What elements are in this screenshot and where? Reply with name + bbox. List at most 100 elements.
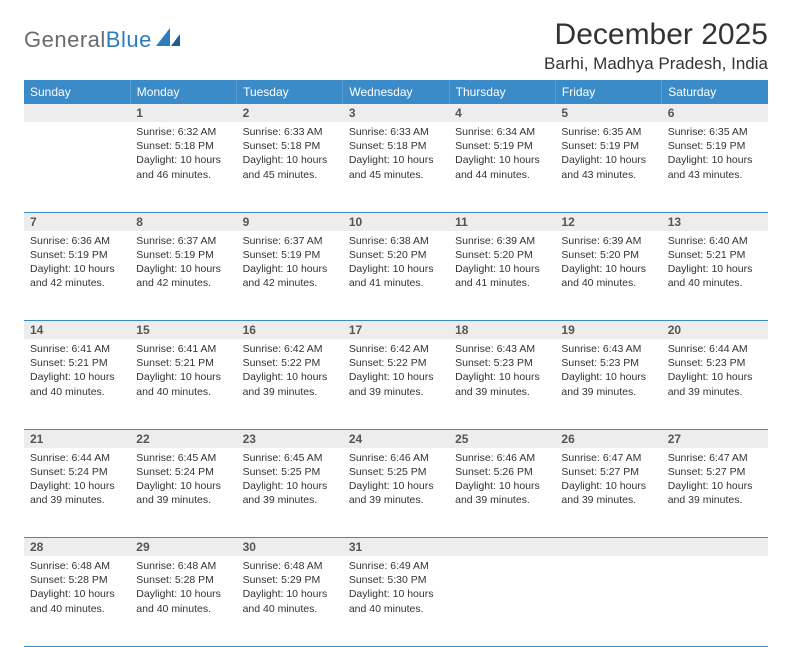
day-details: Sunrise: 6:46 AMSunset: 5:25 PMDaylight:… (343, 448, 449, 514)
sunset-value: 5:24 PM (69, 466, 108, 478)
sunset-line: Sunset: 5:28 PM (136, 573, 230, 587)
day-number-cell: 25 (449, 429, 555, 448)
sunrise-value: 6:46 AM (390, 452, 429, 464)
sunset-label: Sunset: (136, 466, 175, 478)
daylight-label: Daylight: (455, 480, 499, 492)
daylight-line: Daylight: 10 hours and 39 minutes. (668, 479, 762, 507)
day-number-cell (24, 104, 130, 122)
day-number-cell: 12 (555, 212, 661, 231)
day-details: Sunrise: 6:45 AMSunset: 5:25 PMDaylight:… (237, 448, 343, 514)
daylight-line: Daylight: 10 hours and 39 minutes. (455, 370, 549, 398)
sunset-line: Sunset: 5:18 PM (136, 139, 230, 153)
daylight-line: Daylight: 10 hours and 42 minutes. (136, 262, 230, 290)
day-cell: Sunrise: 6:48 AMSunset: 5:28 PMDaylight:… (130, 556, 236, 646)
sunrise-label: Sunrise: (349, 126, 390, 138)
sunrise-label: Sunrise: (561, 126, 602, 138)
day-cell: Sunrise: 6:39 AMSunset: 5:20 PMDaylight:… (449, 231, 555, 321)
sunset-value: 5:20 PM (387, 249, 426, 261)
daylight-label: Daylight: (349, 480, 393, 492)
daylight-line: Daylight: 10 hours and 45 minutes. (349, 153, 443, 181)
sunrise-line: Sunrise: 6:44 AM (668, 342, 762, 356)
sunrise-label: Sunrise: (136, 452, 177, 464)
sunrise-value: 6:43 AM (603, 343, 642, 355)
daylight-label: Daylight: (561, 263, 605, 275)
brand-sail-icon (156, 26, 182, 53)
day-cell: Sunrise: 6:34 AMSunset: 5:19 PMDaylight:… (449, 122, 555, 212)
day-details: Sunrise: 6:36 AMSunset: 5:19 PMDaylight:… (24, 231, 130, 297)
sunrise-label: Sunrise: (561, 343, 602, 355)
sunset-label: Sunset: (136, 249, 175, 261)
day-number-cell: 24 (343, 429, 449, 448)
sunrise-value: 6:44 AM (71, 452, 110, 464)
daylight-label: Daylight: (561, 480, 605, 492)
sunrise-label: Sunrise: (243, 126, 284, 138)
sunrise-line: Sunrise: 6:48 AM (243, 559, 337, 573)
sunset-label: Sunset: (30, 466, 69, 478)
daylight-line: Daylight: 10 hours and 46 minutes. (136, 153, 230, 181)
sunrise-label: Sunrise: (243, 560, 284, 572)
weekday-header: Tuesday (237, 80, 343, 104)
daylight-line: Daylight: 10 hours and 39 minutes. (561, 370, 655, 398)
sunset-value: 5:23 PM (600, 357, 639, 369)
daylight-line: Daylight: 10 hours and 40 minutes. (243, 587, 337, 615)
sunset-label: Sunset: (30, 357, 69, 369)
daylight-line: Daylight: 10 hours and 40 minutes. (561, 262, 655, 290)
daylight-label: Daylight: (349, 588, 393, 600)
sunset-value: 5:18 PM (387, 140, 426, 152)
day-details: Sunrise: 6:43 AMSunset: 5:23 PMDaylight:… (449, 339, 555, 405)
day-number-cell: 31 (343, 538, 449, 557)
day-details: Sunrise: 6:42 AMSunset: 5:22 PMDaylight:… (237, 339, 343, 405)
daylight-label: Daylight: (243, 480, 287, 492)
day-details: Sunrise: 6:37 AMSunset: 5:19 PMDaylight:… (237, 231, 343, 297)
sunset-label: Sunset: (455, 357, 494, 369)
day-number-row: 14151617181920 (24, 321, 768, 340)
sunset-line: Sunset: 5:23 PM (668, 356, 762, 370)
sunset-label: Sunset: (668, 140, 707, 152)
sunrise-label: Sunrise: (30, 235, 71, 247)
daylight-line: Daylight: 10 hours and 40 minutes. (136, 370, 230, 398)
day-number-cell: 3 (343, 104, 449, 122)
sunrise-line: Sunrise: 6:32 AM (136, 125, 230, 139)
sunrise-label: Sunrise: (668, 452, 709, 464)
day-details: Sunrise: 6:44 AMSunset: 5:23 PMDaylight:… (662, 339, 768, 405)
day-details: Sunrise: 6:41 AMSunset: 5:21 PMDaylight:… (130, 339, 236, 405)
day-number-row: 123456 (24, 104, 768, 122)
sunset-value: 5:19 PM (281, 249, 320, 261)
sunset-value: 5:19 PM (494, 140, 533, 152)
sunset-label: Sunset: (349, 466, 388, 478)
sunset-value: 5:23 PM (494, 357, 533, 369)
daylight-line: Daylight: 10 hours and 45 minutes. (243, 153, 337, 181)
sunset-line: Sunset: 5:27 PM (561, 465, 655, 479)
sunrise-value: 6:37 AM (178, 235, 217, 247)
day-cell: Sunrise: 6:47 AMSunset: 5:27 PMDaylight:… (555, 448, 661, 538)
day-cell: Sunrise: 6:38 AMSunset: 5:20 PMDaylight:… (343, 231, 449, 321)
daylight-line: Daylight: 10 hours and 40 minutes. (668, 262, 762, 290)
sunrise-value: 6:32 AM (178, 126, 217, 138)
sunrise-value: 6:34 AM (497, 126, 536, 138)
sunrise-line: Sunrise: 6:43 AM (455, 342, 549, 356)
calendar-table: Sunday Monday Tuesday Wednesday Thursday… (24, 80, 768, 647)
brand-word-blue: Blue (106, 27, 152, 52)
sunset-value: 5:21 PM (175, 357, 214, 369)
daylight-line: Daylight: 10 hours and 39 minutes. (243, 370, 337, 398)
daylight-label: Daylight: (136, 588, 180, 600)
sunrise-value: 6:45 AM (178, 452, 217, 464)
daylight-label: Daylight: (668, 154, 712, 166)
day-number-cell: 15 (130, 321, 236, 340)
sunrise-value: 6:40 AM (709, 235, 748, 247)
daylight-label: Daylight: (30, 480, 74, 492)
sunrise-label: Sunrise: (561, 452, 602, 464)
day-cell (24, 122, 130, 212)
daylight-label: Daylight: (136, 263, 180, 275)
weekday-header: Monday (130, 80, 236, 104)
sunrise-value: 6:47 AM (603, 452, 642, 464)
sunset-label: Sunset: (455, 140, 494, 152)
day-number-cell: 19 (555, 321, 661, 340)
day-number-cell: 9 (237, 212, 343, 231)
sunrise-value: 6:46 AM (497, 452, 536, 464)
daylight-label: Daylight: (668, 371, 712, 383)
day-cell: Sunrise: 6:41 AMSunset: 5:21 PMDaylight:… (130, 339, 236, 429)
sunrise-line: Sunrise: 6:47 AM (561, 451, 655, 465)
sunrise-value: 6:41 AM (178, 343, 217, 355)
daylight-line: Daylight: 10 hours and 39 minutes. (349, 370, 443, 398)
